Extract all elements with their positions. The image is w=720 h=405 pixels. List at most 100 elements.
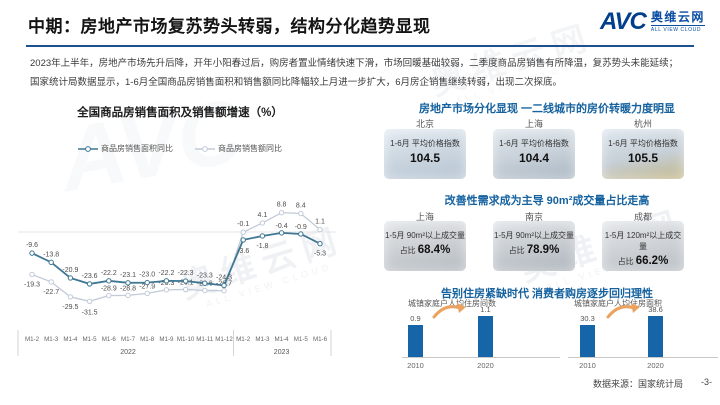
x-tick-label: M1-8	[140, 336, 155, 343]
data-point-marker	[221, 282, 227, 289]
x-tick-label: M1-9	[159, 336, 174, 343]
avc-logo: AVC 奥维云网 ALL VIEW CLOUD	[600, 10, 705, 34]
data-point-marker	[240, 237, 246, 243]
data-value-label: -3.6	[237, 248, 249, 255]
legend-marker-icon	[195, 145, 215, 152]
city-name: 上海	[524, 119, 543, 129]
x-tick-label: M1-11	[196, 336, 214, 343]
x-tick-label: M1-7	[121, 336, 136, 343]
x-tick-label: M1-3	[44, 336, 59, 343]
data-point-marker	[202, 287, 208, 294]
x-tick-label: M1-4	[63, 336, 78, 343]
data-value-label: -27.9	[139, 283, 155, 290]
data-value-label: -13.8	[43, 251, 59, 258]
data-value-label: 4.1	[258, 212, 268, 219]
intro-paragraph-line2: 国家统计局数据显示，1-6月全国商品房销售面积和销售额同比降幅较上月进一步扩大，…	[30, 77, 563, 88]
data-value-label: 1.1	[315, 219, 325, 226]
series-line	[31, 231, 321, 287]
city-name: 南京	[524, 212, 543, 222]
bar-value-label: 38.6	[648, 305, 663, 314]
data-value-label: -0.4	[276, 223, 288, 230]
data-point-marker	[86, 298, 93, 305]
data-value-label: -22.3	[178, 270, 194, 277]
x-tick-label: M1-4	[275, 336, 290, 343]
data-point-marker	[182, 286, 189, 293]
data-value-label: -23.6	[82, 273, 98, 280]
data-value-label: -1.8	[256, 243, 268, 250]
data-value-label: -22.2	[101, 270, 117, 277]
x-tick-label: M1-12	[215, 336, 233, 343]
intro-paragraph-line1: 2023年上半年，房地产市场先升后降，开年小阳春过后，购房者置业情绪快速下滑，市…	[30, 58, 679, 69]
data-point-marker	[106, 278, 112, 284]
data-point-marker	[29, 250, 35, 256]
data-point-marker	[278, 209, 285, 216]
data-point-marker	[106, 292, 112, 299]
price-index-value: 104.4	[518, 151, 550, 165]
data-point-marker	[298, 210, 304, 217]
bar-2010	[580, 325, 595, 357]
data-point-marker	[278, 230, 285, 236]
section-title-housing-rationality: 告别住房紧缺时代 消费者购房逐步回归理性	[440, 288, 654, 300]
data-value-label: -19.3	[24, 281, 40, 288]
share-value: 78.9%	[526, 244, 560, 256]
data-value-label: -22.2	[158, 270, 174, 277]
share-value: 68.4%	[417, 244, 451, 256]
sales-growth-line-chart: -19.3-22.7-29.5-31.5-28.9-28.8-27.9-26.3…	[17, 202, 336, 356]
city-name: 北京	[415, 119, 434, 129]
avc-logo-wordmark: 奥维云网 ALL VIEW CLOUD	[650, 9, 705, 34]
city-name: 杭州	[633, 119, 652, 129]
bar-value-label: 0.9	[410, 314, 421, 323]
legend-marker-icon	[78, 145, 98, 152]
city-card-beijing: 1-6月 平均价格指数 104.5	[384, 129, 466, 179]
data-point-marker	[125, 292, 131, 299]
year-group-label: 2023	[274, 349, 290, 356]
data-point-marker	[163, 287, 170, 293]
bar-value-label: 30.3	[580, 314, 595, 323]
bar-2020	[478, 316, 493, 357]
data-value-label: -24.3	[216, 274, 232, 281]
x-tick-label: M1-2	[236, 336, 251, 343]
bar-category-label: 2010	[407, 361, 424, 370]
bar-value-label: 1.1	[480, 305, 491, 314]
data-value-label: -22.7	[43, 289, 59, 296]
x-tick-label: M1-10	[177, 336, 195, 343]
data-value-label: -23.1	[120, 272, 136, 279]
data-value-label: -0.9	[295, 224, 307, 231]
data-point-marker	[144, 279, 150, 286]
data-point-marker	[259, 220, 266, 226]
growth-arrow-icon	[432, 303, 466, 319]
bar-chart-rooms-per-capita: 城镇家庭户人均住房间数 0.9 2010 1.1 2020	[402, 298, 560, 370]
legend-label: 商品房销售面积同比	[101, 144, 173, 153]
series-line	[31, 211, 321, 302]
data-point-marker	[67, 294, 74, 300]
data-value-label: -0.1	[237, 221, 249, 228]
page-title: 中期：房地产市场复苏势头转弱，结构分化趋势显现	[28, 17, 431, 36]
bar-category-label: 2020	[477, 361, 494, 370]
data-point-marker	[182, 278, 189, 284]
year-group-label: 2022	[120, 349, 136, 356]
section-title-price-index: 房地产市场分化显现 一二线城市的房价转暖力度明显	[418, 103, 676, 115]
data-value-label: -28.9	[101, 286, 117, 293]
data-point-marker	[67, 275, 74, 281]
city-card-shanghai: 1-6月 平均价格指数 104.4	[493, 129, 575, 179]
bar-chart-area-per-capita: 城镇家庭户人均住房面积 30.3 2010 38.6 2020	[568, 298, 718, 370]
growth-arrow-icon	[606, 303, 640, 319]
x-tick-label: M1-6	[313, 336, 328, 343]
x-tick-label: M1-2	[25, 336, 40, 343]
data-point-marker	[29, 271, 35, 278]
share-value: 66.2%	[635, 255, 669, 267]
data-value-label: -28.8	[120, 285, 136, 292]
bar-category-label: 2010	[579, 361, 596, 370]
data-point-marker	[317, 226, 323, 233]
line-chart-legend: 商品房销售面积同比 商品房销售额同比	[20, 143, 340, 154]
header-divider	[26, 45, 694, 47]
line-chart-title: 全国商品房销售面积及销售额增速（%）	[77, 107, 283, 119]
city-card-hangzhou: 1-6月 平均价格指数 105.5	[602, 129, 684, 179]
data-value-label: 8.4	[296, 203, 306, 210]
data-value-label: -9.6	[26, 242, 38, 249]
bar-2010	[408, 325, 423, 357]
legend-item: 商品房销售面积同比	[78, 143, 173, 154]
data-point-marker	[48, 259, 54, 266]
price-index-value: 104.5	[409, 151, 441, 165]
